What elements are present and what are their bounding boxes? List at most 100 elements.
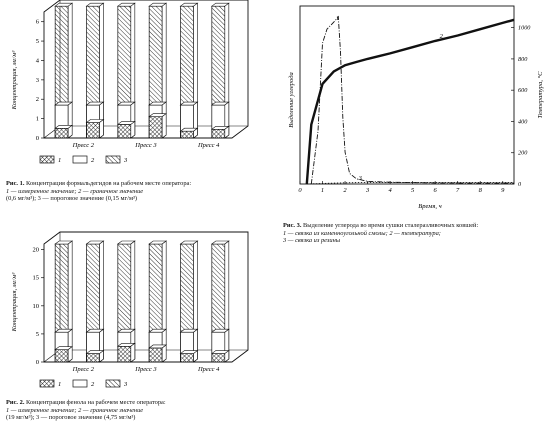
fig3-curve-1 [310,15,514,185]
fig1-ytick-label: 1 [36,116,39,123]
fig3-xtick-label: 2 [343,187,347,194]
fig1-group-label: Пресс 2 [72,142,95,149]
bar-series1-side [193,127,198,139]
figure-3-caption: Рис. 3. Выделение углерода во время сушк… [283,222,545,245]
figure-2-caption: Рис. 2. Концентрация фенола на рабочем м… [6,399,270,422]
figure-3-chart: 0 1 2 3 4 5 6 7 8 9 0 200 400 600 800 1000 1 2 3 Выделен… [288,5,544,210]
fig2-group-label: Пресс 2 [72,366,95,373]
bar-series1 [180,353,194,363]
fig3-xtick-label: 9 [501,187,505,194]
figure-1-chart: 0 1 2 3 4 5 6 Концентрация, мг/м³ Пресс 2 Пресс… [11,0,249,164]
fig1-ytick-label: 6 [36,19,40,26]
fig3-ytick-label: 1000 [518,25,531,32]
fig1-caption-line3: (0,6 мг/м³); 3 — пороговое значение (0,1… [6,195,138,203]
figure-2-chart: 0 5 10 15 20 Концентрация, мг/м³ Пресс 2 Прес… [11,231,249,388]
fig3-ytick-label: 400 [518,118,528,125]
fig3-xtick-label: 7 [456,187,460,194]
fig2-group-label: Пресс 4 [197,366,220,373]
fig3-xtick-label: 6 [434,187,438,194]
fig3-ytick-label: 0 [518,181,522,188]
fig2-ytick-label: 5 [36,331,39,338]
fig1-legend-label: 2 [91,157,95,164]
bar-series1-side [130,342,136,363]
fig1-caption-label: Рис. 1. [6,180,25,187]
fig3-xtick-label: 3 [365,187,370,194]
bar-series1 [54,127,69,139]
fig2-group-label: Пресс 3 [134,366,157,373]
fig3-caption-line3: 3 — связка из резины [283,237,341,245]
bar-series1 [211,128,226,139]
fig2-ytick-label: 20 [33,247,40,254]
fig1-legend-label: 1 [58,157,61,164]
fig3-curve-label: 2 [440,33,444,40]
fig3-xtick-label: 8 [479,187,483,194]
fig2-legend-label: 2 [91,381,95,388]
fig2-legend-swatch [105,379,121,388]
bar-series1-side [224,125,230,139]
fig1-ytick-label: 3 [36,77,39,84]
fig2-ylabel: Концентрация, мг/м³ [11,272,18,333]
bar-series1-side [130,120,136,139]
bar-series1 [117,124,132,139]
fig2-legend-label: 1 [58,381,61,388]
bar-series1-side [67,346,73,363]
fig1-group-label: Пресс 4 [197,142,220,149]
fig3-caption-line2: 1 — связка из каменноугольной смолы; 2 —… [283,229,441,237]
fig1-legend-swatch [72,155,88,164]
fig1-ytick-label: 2 [36,96,39,103]
bar-series1 [211,353,226,363]
fig1-legend-label: 3 [123,157,128,164]
fig1-group-label: Пресс 3 [134,142,157,149]
fig3-xtick-label: 1 [321,187,324,194]
bar-series1 [54,349,69,363]
bar-series1-side [99,349,104,363]
bar-series1 [148,116,163,139]
fig3-caption-title: Выделение углерода во время сушки сталер… [301,222,479,229]
fig1-caption-line2: 1 — измеренное значение; 2 — граничное з… [6,187,144,195]
fig1-ylabel: Концентрация, мг/м³ [11,50,18,111]
fig3-curve-2 [305,18,515,185]
bar-series1 [86,353,100,363]
fig2-caption-line3: (19 мг/м³); 3 — пороговое значение (4,75… [6,414,136,422]
fig3-ytick-label: 200 [518,150,528,157]
bar-series1 [148,347,163,363]
fig3-ylabel-right: Температура, °С [537,71,544,119]
bar-series1-side [161,113,167,139]
fig1-ytick-label: 0 [36,135,39,142]
fig2-caption-label: Рис. 2. [6,399,25,406]
figure-1-caption: Рис. 1. Концентрация формальдегидов на р… [6,180,270,203]
fig3-ytick-label: 600 [518,87,528,94]
fig3-xtick-label: 0 [298,187,302,194]
bar-series1-side [161,344,167,363]
fig3-xtick-label: 4 [388,187,392,194]
bar-series1-side [99,118,104,139]
fig3-curve-label: 1 [336,15,339,22]
fig2-ytick-label: 10 [33,303,40,310]
fig2-caption-title: Концентрация фенола на рабочем месте опе… [24,399,166,406]
bar-series1 [117,345,132,363]
fig2-ytick-label: 15 [33,275,40,282]
bar-series1 [86,122,100,139]
fig1-caption-title: Концентрация формальдегидов на рабочем м… [24,180,192,187]
bar-series1-side [193,349,198,363]
fig3-curve-3 [306,182,514,185]
fig2-legend-swatch [39,379,55,388]
fig1-legend-swatch [39,155,55,164]
fig1-legend-swatch [105,155,121,164]
fig1-ytick-label: 4 [36,57,40,64]
fig3-plot-frame [299,5,515,185]
fig2-legend-swatch [72,379,88,388]
fig2-caption-line2: 1 — измеренное значение; 2 — граничное з… [6,406,144,414]
fig2-legend-label: 3 [123,381,128,388]
bar-series1-side [224,349,230,363]
bar-series1-side [67,124,73,139]
bar-series1 [180,130,194,139]
fig3-xlabel: Время, ч [418,203,441,210]
fig3-ylabel-left: Выделение углерода [288,72,295,128]
fig2-ytick-label: 0 [36,359,39,366]
fig3-curve-label: 3 [358,175,363,182]
fig1-ytick-label: 5 [36,38,39,45]
fig3-xtick-label: 5 [411,187,415,194]
fig3-caption-label: Рис. 3. [283,222,302,229]
fig3-ytick-label: 800 [518,56,528,63]
